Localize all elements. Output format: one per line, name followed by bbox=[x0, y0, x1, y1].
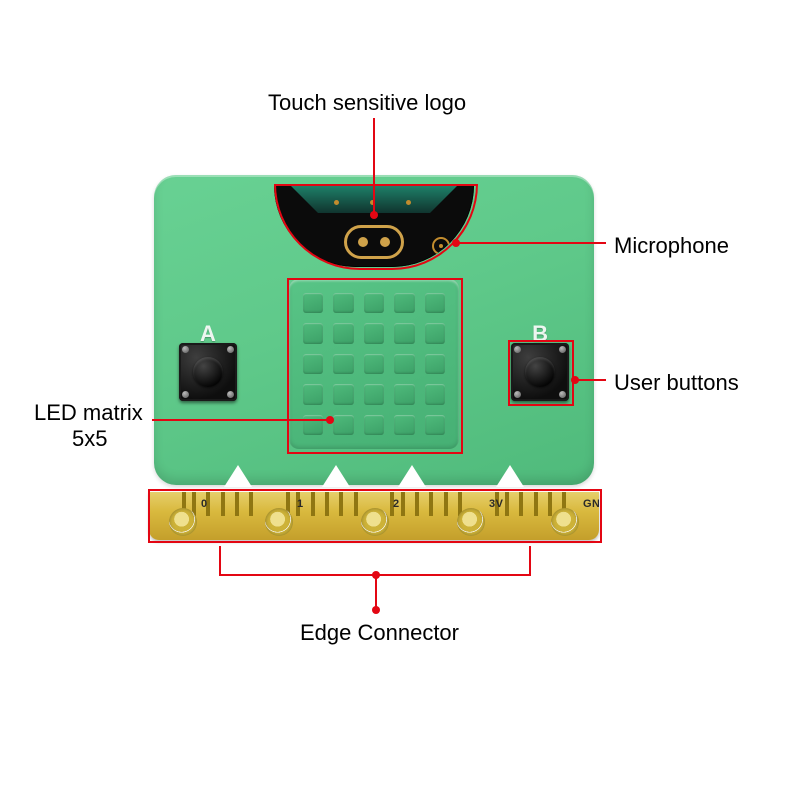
led-cell bbox=[425, 415, 445, 435]
lip-notch bbox=[322, 465, 350, 487]
led-cell bbox=[364, 293, 384, 313]
led-cell bbox=[425, 323, 445, 343]
edge-pin-label: 3V bbox=[489, 498, 503, 510]
edge-pin-label: 1 bbox=[297, 498, 304, 510]
touch-logo-icon[interactable] bbox=[344, 225, 404, 259]
led-cell bbox=[333, 323, 353, 343]
led-cell bbox=[394, 384, 414, 404]
led-cell bbox=[364, 323, 384, 343]
top-dot bbox=[334, 200, 339, 205]
label-edge-connector: Edge Connector bbox=[300, 620, 459, 646]
edge-ring[interactable] bbox=[169, 508, 197, 536]
button-b[interactable] bbox=[511, 343, 569, 401]
top-window bbox=[274, 185, 474, 267]
led-cell bbox=[394, 415, 414, 435]
led-cell bbox=[394, 323, 414, 343]
edge-ring[interactable] bbox=[265, 508, 293, 536]
device-case: A B bbox=[154, 175, 594, 485]
led-cell bbox=[333, 415, 353, 435]
led-cell bbox=[425, 384, 445, 404]
edge-ring[interactable] bbox=[457, 508, 485, 536]
led-cell bbox=[394, 354, 414, 374]
led-cell bbox=[364, 415, 384, 435]
edge-connector: 0 1 2 3V GND bbox=[149, 492, 599, 540]
label-led-matrix-2: 5x5 bbox=[72, 426, 107, 452]
led-cell bbox=[333, 384, 353, 404]
led-matrix bbox=[289, 279, 459, 449]
top-dot bbox=[370, 200, 375, 205]
edge-ring[interactable] bbox=[361, 508, 389, 536]
led-cell bbox=[425, 293, 445, 313]
button-a[interactable] bbox=[179, 343, 237, 401]
led-cell bbox=[303, 384, 323, 404]
lip-notch bbox=[496, 465, 524, 487]
led-cell bbox=[303, 323, 323, 343]
edge-pin-label: GND bbox=[583, 498, 599, 510]
led-cell bbox=[425, 354, 445, 374]
microphone-icon bbox=[432, 237, 450, 255]
label-led-matrix-1: LED matrix bbox=[34, 400, 143, 426]
led-cell bbox=[364, 384, 384, 404]
led-cell bbox=[364, 354, 384, 374]
led-cell bbox=[333, 354, 353, 374]
edge-pin-label: 0 bbox=[201, 498, 208, 510]
lip-notch bbox=[224, 465, 252, 487]
edge-ring[interactable] bbox=[551, 508, 579, 536]
label-touch-logo: Touch sensitive logo bbox=[268, 90, 466, 116]
led-cell bbox=[333, 293, 353, 313]
led-cell bbox=[303, 293, 323, 313]
led-cell bbox=[394, 293, 414, 313]
label-microphone: Microphone bbox=[614, 233, 729, 259]
top-dot bbox=[406, 200, 411, 205]
label-user-buttons: User buttons bbox=[614, 370, 739, 396]
edge-pin-label: 2 bbox=[393, 498, 400, 510]
led-cell bbox=[303, 354, 323, 374]
lip-notch bbox=[398, 465, 426, 487]
led-cell bbox=[303, 415, 323, 435]
